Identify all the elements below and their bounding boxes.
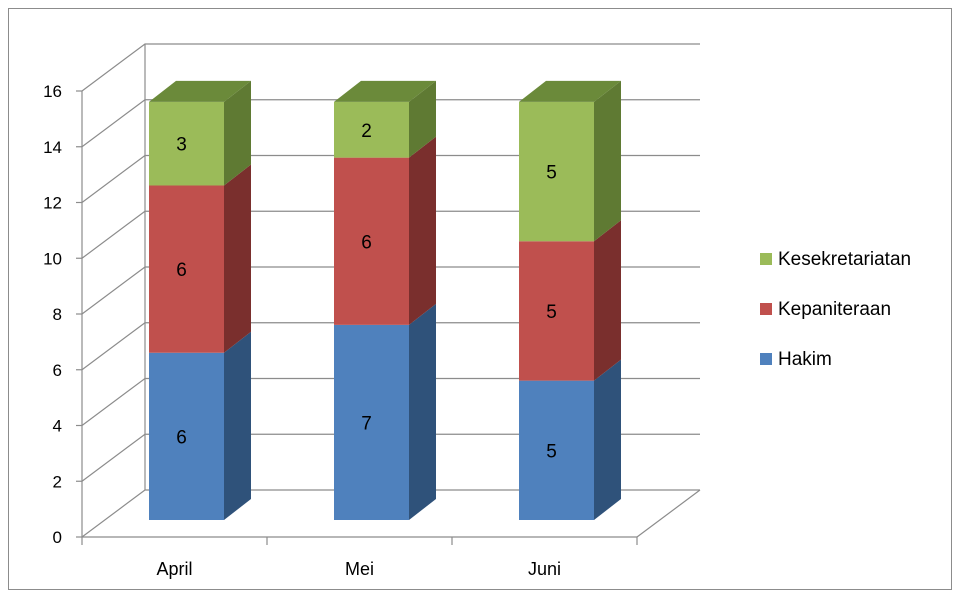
data-label: 5 (546, 441, 557, 462)
y-tick-label: 2 (53, 472, 62, 491)
bar-front (519, 241, 594, 381)
bar-segment (334, 80, 436, 158)
bar-side (594, 80, 621, 242)
bar-side (409, 303, 436, 520)
axes: 0 2 4 6 8 10 12 14 16 April Mei Juni (43, 44, 701, 579)
bar-segment (149, 164, 251, 353)
floor-right-edge (636, 489, 701, 538)
x-tick-label: April (156, 559, 192, 579)
data-label: 7 (361, 413, 372, 434)
y-tick-label: 16 (43, 82, 62, 101)
data-label: 3 (176, 135, 187, 156)
bar-front (519, 101, 594, 242)
bar-side (409, 80, 436, 158)
bar-top (519, 80, 621, 102)
data-label: 5 (546, 163, 557, 184)
y-tick-label: 12 (43, 194, 62, 213)
bar-segment (334, 303, 436, 520)
legend-label: Kesekretariatan (778, 249, 911, 270)
data-label: 2 (361, 121, 372, 142)
bar-top (149, 80, 251, 102)
y-tick-label: 4 (53, 417, 62, 436)
legend-swatch (760, 303, 772, 315)
bar-front (149, 101, 224, 186)
bar-front (149, 352, 224, 520)
x-tick-label: Juni (528, 559, 561, 579)
bar-front (334, 101, 409, 158)
bar-top (334, 80, 436, 102)
data-label: 6 (361, 232, 372, 253)
bar-side (224, 80, 251, 186)
bar-side (409, 136, 436, 325)
y-tick-label: 6 (53, 361, 62, 380)
bar-side (224, 164, 251, 353)
y-tick-label: 8 (53, 305, 62, 324)
bar-segment (519, 220, 621, 381)
legend-item: Kepaniteraan (760, 299, 891, 320)
data-labels: 6 6 3 7 6 2 5 5 5 (176, 121, 557, 463)
bar-front (334, 324, 409, 520)
y-tick-label: 10 (43, 249, 62, 268)
bars (149, 80, 621, 520)
bar-segment (149, 80, 251, 186)
legend-swatch (760, 353, 772, 365)
data-label: 5 (546, 302, 557, 323)
bar-side (594, 220, 621, 381)
bar-side (224, 331, 251, 520)
bar-side (594, 359, 621, 520)
y-tick-label: 0 (53, 528, 62, 547)
legend-label: Hakim (778, 349, 832, 370)
bar-segment (519, 359, 621, 520)
bar-front (519, 380, 594, 520)
legend-swatch (760, 253, 772, 265)
bar-front (149, 185, 224, 353)
legend-label: Kepaniteraan (778, 299, 891, 320)
legend: Kesekretariatan Kepaniteraan Hakim (760, 249, 911, 370)
data-label: 6 (176, 427, 187, 448)
y-tick-label: 14 (43, 138, 62, 157)
bar-segment (334, 136, 436, 325)
bar-front (334, 157, 409, 325)
data-label: 6 (176, 260, 187, 281)
legend-item: Kesekretariatan (760, 249, 911, 270)
bar-segment (149, 331, 251, 520)
legend-item: Hakim (760, 349, 832, 370)
bar-segment (519, 80, 621, 242)
x-tick-label: Mei (345, 559, 374, 579)
